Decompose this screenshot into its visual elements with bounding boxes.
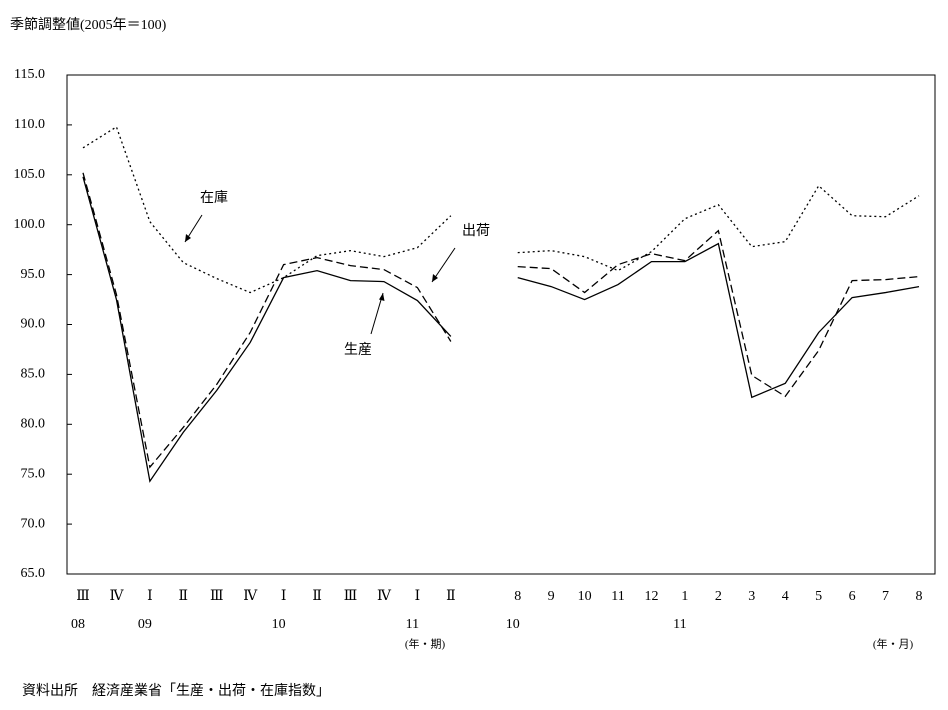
x-tick-label: Ⅱ xyxy=(312,589,322,604)
x-tick-label: Ⅳ xyxy=(109,589,124,604)
x-tick-label: 3 xyxy=(748,589,755,604)
annotation: 出荷 xyxy=(462,223,490,239)
y-tick-label: 115.0 xyxy=(14,67,45,82)
y-tick-label: 80.0 xyxy=(21,417,46,432)
x-tick-label: 12 xyxy=(644,589,658,604)
x-tick-label: 4 xyxy=(782,589,789,604)
y-tick-label: 95.0 xyxy=(21,267,46,282)
x-tick-label: 8 xyxy=(916,589,923,604)
x-group-label: 11 xyxy=(673,617,686,632)
y-axis-label: 季節調整値(2005年＝100) xyxy=(10,16,167,33)
y-tick-label: 70.0 xyxy=(21,516,46,531)
x-group-label: 11 xyxy=(406,617,419,632)
x-tick-label: Ⅳ xyxy=(243,589,258,604)
x-tick-label: 8 xyxy=(514,589,521,604)
x-tick-label: Ⅲ xyxy=(344,589,358,604)
x-group-label: 09 xyxy=(138,617,152,632)
annotation: 在庫 xyxy=(200,189,228,206)
y-tick-label: 85.0 xyxy=(21,367,46,382)
x-tick-label: Ⅰ xyxy=(147,589,153,604)
y-tick-label: 65.0 xyxy=(21,566,46,581)
annotation: 生産 xyxy=(344,342,372,358)
x-tick-label: 2 xyxy=(715,589,722,604)
y-tick-label: 90.0 xyxy=(21,317,46,332)
x-tick-label: 1 xyxy=(681,589,688,604)
x-tick-label: Ⅱ xyxy=(446,589,456,604)
x-tick-label: 7 xyxy=(882,589,889,604)
x-tick-label: 6 xyxy=(849,589,856,604)
x-tick-label: Ⅰ xyxy=(415,589,421,604)
series-line xyxy=(82,125,920,294)
annotation-arrowhead xyxy=(432,274,438,282)
y-tick-label: 100.0 xyxy=(14,217,46,232)
x-tick-label: 10 xyxy=(578,589,592,604)
y-tick-label: 110.0 xyxy=(14,117,45,132)
x-group-label: 08 xyxy=(71,617,85,632)
x-tick-label: Ⅲ xyxy=(76,589,90,604)
x-unit-label: (年・月) xyxy=(873,637,914,651)
x-group-label: 10 xyxy=(272,617,286,632)
x-tick-label: 11 xyxy=(611,589,624,604)
x-tick-label: Ⅲ xyxy=(210,589,224,604)
x-group-label: 10 xyxy=(506,617,520,632)
series-line xyxy=(82,176,920,483)
x-tick-label: 9 xyxy=(548,589,555,604)
y-tick-label: 75.0 xyxy=(21,466,46,481)
series-line xyxy=(82,172,920,469)
x-tick-label: Ⅱ xyxy=(179,589,189,604)
x-unit-label: (年・期) xyxy=(405,637,446,651)
x-tick-label: 5 xyxy=(815,589,822,604)
annotation-arrowhead xyxy=(379,293,385,301)
y-tick-label: 105.0 xyxy=(14,167,46,182)
source-note: 資料出所 経済産業省「生産・出荷・在庫指数」 xyxy=(22,682,330,699)
annotation-arrowhead xyxy=(185,234,191,242)
plot-frame xyxy=(66,74,936,575)
x-tick-label: Ⅰ xyxy=(281,589,287,604)
x-tick-label: Ⅳ xyxy=(377,589,392,604)
